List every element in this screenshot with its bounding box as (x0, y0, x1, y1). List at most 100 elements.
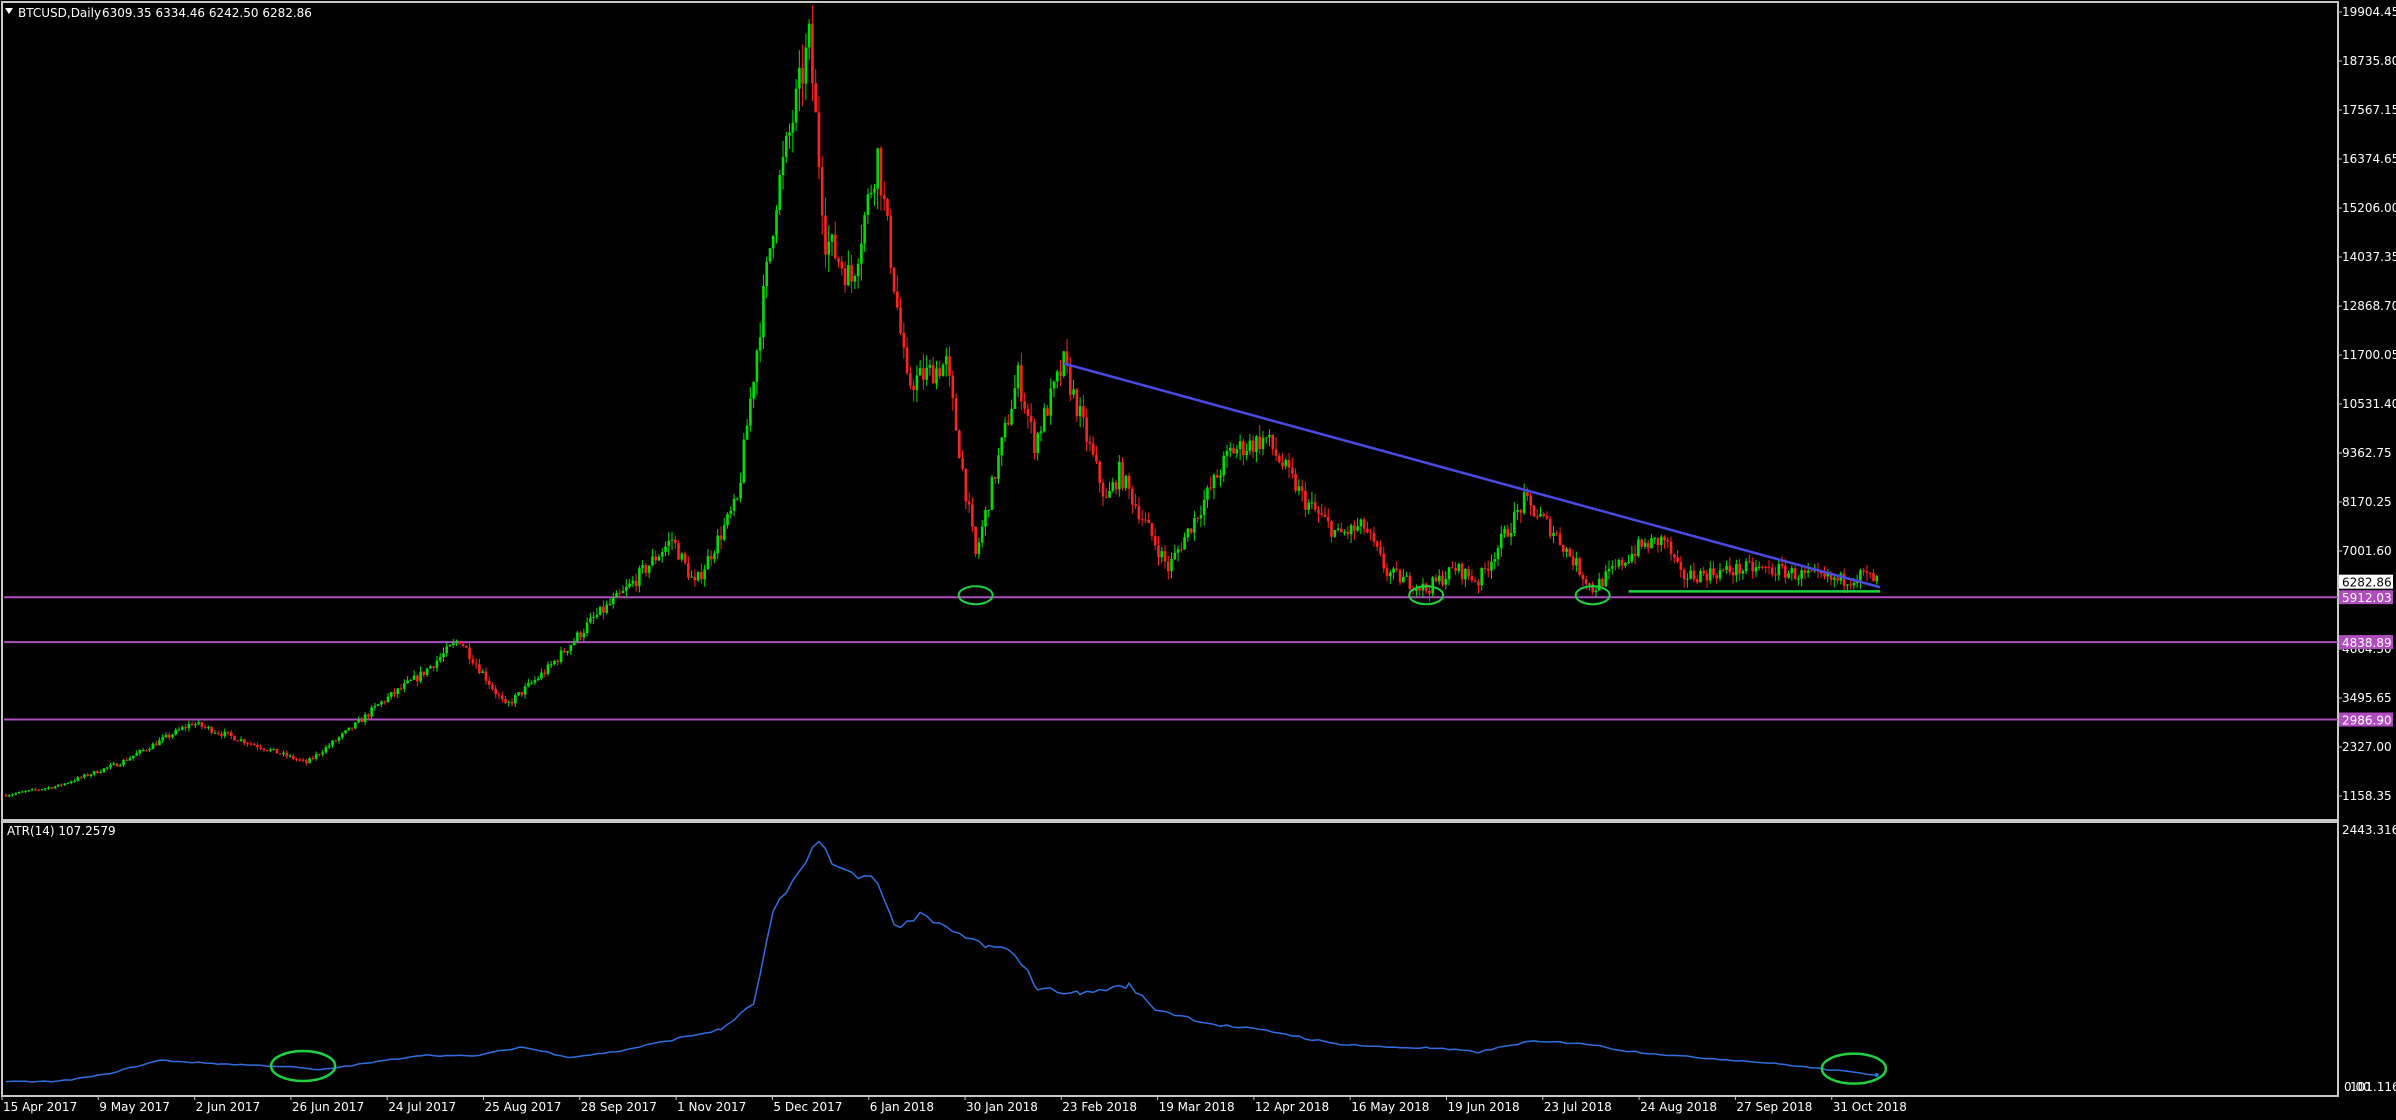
candle (853, 273, 857, 290)
candle (641, 560, 644, 574)
candle (419, 666, 422, 683)
candle (1451, 560, 1454, 569)
candle (1686, 573, 1689, 588)
candle (1499, 525, 1503, 557)
candle (507, 700, 511, 707)
candle (1284, 457, 1288, 470)
candle (993, 476, 997, 485)
candle (866, 188, 870, 224)
low-marker (957, 585, 994, 606)
candle (693, 569, 697, 587)
candle (105, 767, 109, 771)
candle (804, 33, 808, 100)
candle (1868, 572, 1872, 579)
candle (1173, 544, 1177, 560)
candle (843, 261, 847, 293)
candle (1646, 539, 1650, 554)
candle (654, 550, 657, 565)
candle (344, 730, 347, 735)
candle (1313, 494, 1317, 512)
candle (1356, 517, 1359, 532)
candle (1695, 575, 1699, 585)
candle (34, 787, 37, 792)
candle (465, 645, 468, 648)
candle (1509, 523, 1513, 546)
candle (27, 789, 31, 792)
candle (1503, 525, 1506, 538)
candle (11, 793, 14, 797)
candle (562, 648, 566, 654)
candle (605, 600, 609, 615)
candle (631, 576, 635, 588)
candle (1473, 577, 1477, 583)
candle (285, 750, 289, 759)
date-tick-label: 19 Jun 2018 (1448, 1100, 1520, 1114)
candle (922, 354, 925, 390)
candle (1003, 417, 1007, 442)
candle (533, 676, 537, 686)
candle (406, 676, 409, 685)
candle (118, 763, 122, 767)
candle (1095, 446, 1098, 465)
trendline[interactable] (1063, 362, 1881, 589)
candle (1029, 403, 1033, 434)
candle (1196, 517, 1199, 523)
candle (1137, 497, 1141, 524)
candle (722, 517, 726, 542)
last-price-tag (2339, 574, 2393, 589)
candle (1506, 524, 1510, 538)
candlestick-series (4, 5, 1879, 798)
candle (1571, 549, 1575, 571)
candle (1326, 508, 1330, 529)
candle (367, 713, 370, 720)
candle (1036, 431, 1039, 461)
candle (598, 606, 602, 616)
candle (354, 721, 357, 730)
candle (706, 548, 710, 570)
candle (1832, 573, 1836, 588)
candle (559, 646, 563, 665)
candle (1072, 380, 1075, 399)
candle (1388, 570, 1392, 584)
candle (1875, 574, 1879, 585)
candle (1444, 571, 1448, 590)
candle (781, 140, 785, 190)
candle (869, 184, 873, 199)
candle (1020, 352, 1023, 411)
candle (931, 356, 935, 384)
price-tick-label: 16374.65 (2342, 152, 2396, 166)
candle (1078, 397, 1082, 428)
candle (17, 791, 21, 794)
candle (200, 721, 204, 730)
candle (171, 733, 174, 739)
atr-last-point (1874, 1072, 1879, 1077)
candle (1330, 520, 1333, 543)
candle (882, 181, 886, 211)
candle (393, 688, 396, 698)
date-tick-label: 24 Aug 2018 (1640, 1100, 1717, 1114)
candle (1238, 434, 1242, 461)
candle (912, 379, 915, 402)
candle (1532, 505, 1536, 518)
candle (416, 674, 419, 687)
candle (1160, 546, 1164, 563)
candle (1212, 473, 1216, 500)
candle (1163, 545, 1167, 569)
candle (778, 169, 782, 216)
candle (709, 550, 713, 567)
candle (1702, 566, 1706, 576)
candle (324, 744, 328, 755)
candle (758, 322, 762, 363)
candle (572, 638, 576, 646)
candle (660, 548, 664, 563)
candle (984, 506, 987, 536)
candle (481, 669, 484, 674)
level-tag (2339, 590, 2393, 605)
candle (1751, 557, 1754, 579)
candle (592, 611, 595, 624)
candle (1656, 537, 1660, 553)
candle (1013, 374, 1017, 410)
dropdown-arrow-icon[interactable] (5, 8, 13, 14)
candle (784, 131, 788, 164)
